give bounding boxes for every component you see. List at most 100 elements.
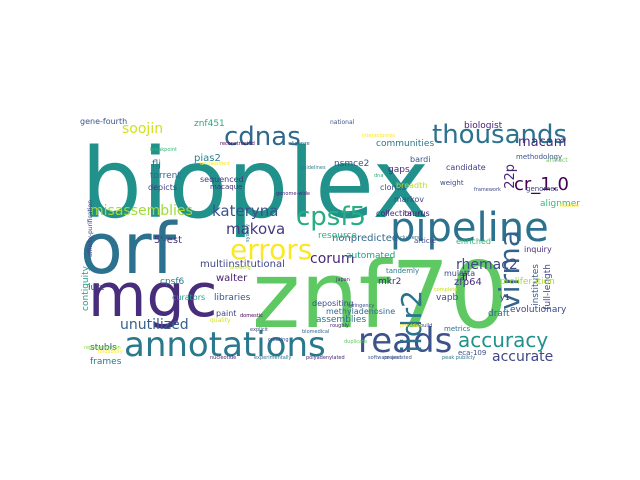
- word-cloud: bioplex znf70 orf mgc pipeline annotations rea…: [80, 118, 580, 368]
- cloud-word: sydney: [245, 224, 251, 242]
- cloud-word: duplicate: [344, 339, 368, 345]
- cloud-word: eca-109: [458, 349, 487, 357]
- cloud-word: collection: [376, 209, 415, 218]
- cloud-word: unutilized: [120, 317, 189, 333]
- cloud-word: accuracy: [458, 328, 549, 352]
- cloud-word: unclassified: [200, 161, 230, 167]
- cloud-word: vapb: [436, 293, 459, 303]
- cloud-word: frames: [90, 357, 122, 367]
- cloud-word: reconstructed: [220, 141, 255, 147]
- cloud-word: cpsf6: [160, 277, 185, 287]
- cloud-word: libraries: [214, 293, 251, 303]
- cloud-word: thousands: [432, 120, 568, 150]
- cloud-word: assemblies: [316, 315, 367, 325]
- cloud-word: inquiry: [524, 245, 552, 254]
- cloud-word: mgc: [88, 261, 218, 331]
- cloud-word: biomedical: [302, 329, 330, 335]
- cloud-word: digenze: [290, 141, 310, 147]
- cloud-word: national: [330, 119, 355, 126]
- cloud-word: domestic: [240, 313, 263, 319]
- cloud-word: guidelines: [300, 165, 326, 171]
- cloud-word: nucleotide: [210, 355, 237, 361]
- cloud-word: makova: [226, 220, 286, 238]
- cloud-word: mulatta: [444, 269, 476, 278]
- cloud-word: article: [414, 237, 436, 245]
- cloud-word: foldability: [98, 349, 123, 355]
- cloud-word: 22p: [503, 164, 518, 189]
- cloud-word: alignments: [540, 199, 580, 209]
- cloud-word: misassemblies: [90, 203, 193, 219]
- cloud-word: polyadenylated: [306, 355, 345, 361]
- cloud-word: lutz: [88, 283, 105, 293]
- cloud-word: nsmce2: [334, 159, 370, 169]
- cloud-word: macam: [518, 135, 567, 150]
- cloud-word: torrent: [150, 171, 181, 181]
- cloud-word: reads: [358, 321, 453, 361]
- cloud-word: 5'-est: [154, 235, 183, 246]
- cloud-word: depositing: [312, 299, 354, 308]
- cloud-word: errors: [230, 233, 313, 266]
- cloud-word: quality: [210, 317, 231, 324]
- cloud-word: experimentally: [254, 355, 292, 361]
- cloud-word: clones: [380, 183, 406, 192]
- cloud-word: sequenced: [200, 175, 244, 184]
- cloud-word: soojin: [122, 121, 164, 137]
- cloud-word: proliferation: [500, 277, 555, 287]
- cloud-word: interactomes: [362, 133, 396, 139]
- cloud-word: methodology: [516, 153, 563, 161]
- cloud-word: genome-wide: [276, 191, 310, 197]
- cloud-word: peak publicly: [442, 355, 476, 361]
- cloud-word: stubls: [90, 343, 117, 353]
- cloud-word: evolutionary: [510, 305, 567, 315]
- cloud-word: gaps: [388, 165, 410, 175]
- cloud-word: complete: [434, 287, 458, 293]
- cloud-word: stringency: [348, 303, 375, 309]
- cloud-word: methyladenosine: [326, 307, 396, 316]
- cloud-word: explicit: [250, 327, 268, 333]
- cloud-word: bardi: [410, 155, 431, 164]
- cloud-word: breakpoint: [150, 147, 177, 153]
- cloud-word: roughly: [330, 323, 349, 329]
- cloud-word: macaque: [210, 183, 243, 191]
- cloud-word: biologist: [464, 121, 503, 131]
- cloud-word: fl: [462, 273, 468, 283]
- cloud-word: dna: [374, 173, 384, 179]
- cloud-word: multiinstitutional: [200, 259, 285, 270]
- cloud-word: pias2: [194, 153, 221, 164]
- cloud-word: corum: [310, 251, 355, 267]
- cloud-word: rhemac2: [456, 257, 518, 273]
- cloud-word: draft: [488, 309, 510, 319]
- cloud-word: cpsf5: [296, 202, 367, 232]
- cloud-word: project: [384, 355, 402, 361]
- cloud-word: taurus: [404, 209, 430, 218]
- cloud-word: creating: [268, 337, 289, 343]
- cloud-word: depicts: [148, 183, 178, 192]
- cloud-word: znf451: [194, 119, 225, 129]
- cloud-word: iidr2: [395, 290, 428, 353]
- cloud-word: tandemly: [386, 267, 420, 275]
- cloud-word: cr_1.0: [514, 174, 569, 195]
- cloud-word: gene-fourth: [80, 118, 128, 126]
- cloud-word: provides: [400, 323, 422, 329]
- cloud-word: communities: [376, 139, 435, 149]
- cloud-word: y1: [500, 293, 510, 302]
- cloud-word: znf70: [252, 242, 509, 349]
- cloud-word: zfp64: [454, 277, 482, 288]
- cloud-word: build: [420, 323, 433, 329]
- cloud-word: contiguity: [81, 266, 91, 311]
- cloud-word: resource: [318, 231, 357, 241]
- cloud-word: annotations: [124, 325, 326, 365]
- cloud-word: affinity-purification: [87, 200, 94, 257]
- cloud-word: metrics: [444, 325, 471, 333]
- cloud-word: walter: [216, 273, 248, 284]
- cloud-word: curators: [172, 293, 206, 302]
- cloud-word: genomes: [526, 185, 559, 193]
- cloud-word: software-assisted: [368, 355, 412, 361]
- cloud-word: enriched: [456, 237, 491, 246]
- cloud-word: representation: [84, 345, 121, 351]
- cloud-word: clusters: [400, 235, 420, 241]
- cloud-word: accurate: [492, 349, 554, 365]
- cloud-word: bioplex: [81, 128, 430, 240]
- cloud-word: kateryna: [212, 202, 279, 220]
